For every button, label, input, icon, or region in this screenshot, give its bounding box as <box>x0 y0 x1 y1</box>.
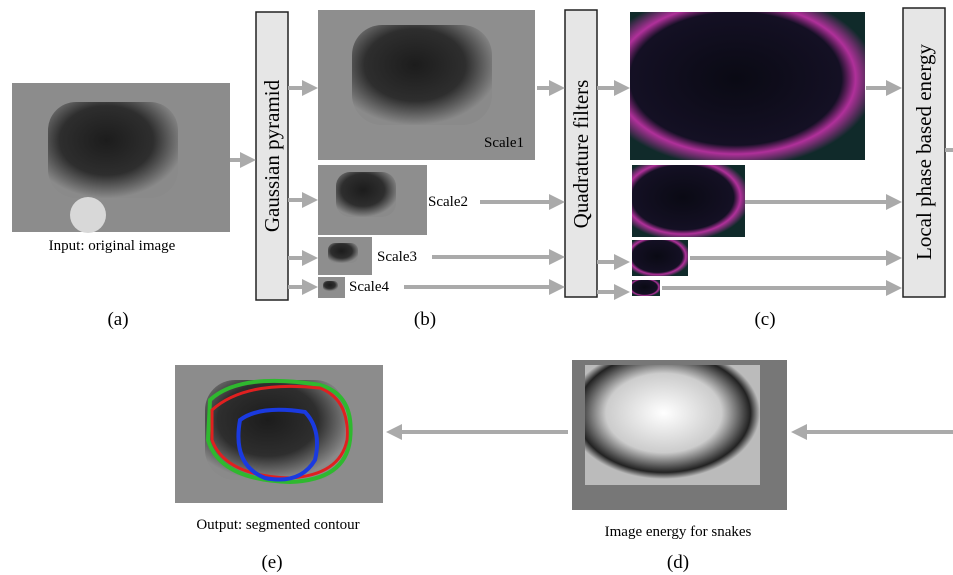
box-label: Local phase based energy <box>912 44 936 260</box>
energy-image <box>572 360 787 510</box>
input-image <box>12 83 230 233</box>
scale-images <box>318 10 535 298</box>
scale-label: Scale3 <box>377 249 417 265</box>
panel-label: (c) <box>754 309 775 330</box>
box-label: Quadrature filters <box>569 80 593 229</box>
scale-label: Scale4 <box>349 279 389 295</box>
panel-label: (b) <box>414 309 436 330</box>
phase-images <box>630 12 865 296</box>
panel-label: (d) <box>667 552 689 573</box>
output-image <box>175 365 383 503</box>
diagram: Input: original image (a) Gaussian pyram… <box>0 0 953 575</box>
caption: Input: original image <box>49 238 176 254</box>
scale-label: Scale1 <box>484 135 524 151</box>
panel-label: (a) <box>107 309 128 330</box>
caption: Output: segmented contour <box>196 517 359 533</box>
panel-label: (e) <box>261 552 282 573</box>
caption: Image energy for snakes <box>605 524 752 540</box>
box-label: Gaussian pyramid <box>260 79 284 232</box>
scale-label: Scale2 <box>428 194 468 210</box>
